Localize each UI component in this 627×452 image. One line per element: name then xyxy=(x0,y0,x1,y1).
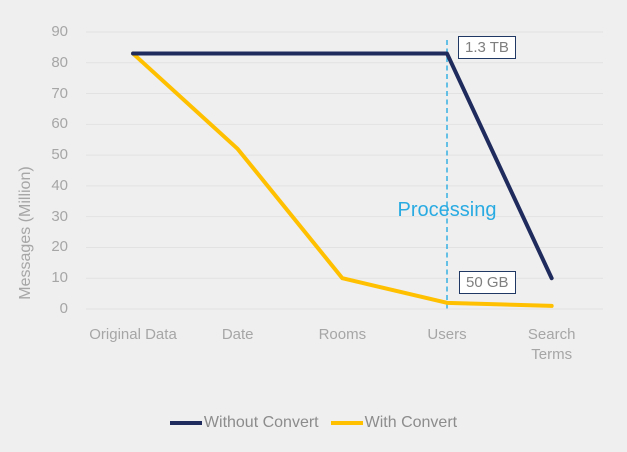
x-category-label: Original Data xyxy=(89,326,177,343)
series-line-with_convert xyxy=(131,51,554,308)
y-tick-label: 20 xyxy=(51,238,68,256)
x-category-label: Date xyxy=(221,326,254,343)
legend-label-without-convert: Without Convert xyxy=(203,414,319,431)
legend-swatch-without-convert-icon xyxy=(169,421,202,425)
processing-label: Processing xyxy=(397,199,497,221)
series-line-without_convert xyxy=(131,51,554,281)
y-tick-label: 30 xyxy=(51,207,68,225)
y-tick-label: 70 xyxy=(51,84,68,102)
legend-swatch-with-convert-icon xyxy=(330,421,363,425)
annotation-box-50-gb: 50 GB xyxy=(459,271,516,294)
y-tick-label: 50 xyxy=(51,146,68,164)
y-tick-label: 10 xyxy=(51,269,68,287)
annotation-box-1-3-tb: 1.3 TB xyxy=(458,36,516,59)
y-tick-label: 80 xyxy=(51,53,68,71)
y-tick-label: 40 xyxy=(51,176,68,194)
legend-label-with-convert: With Convert xyxy=(364,414,458,431)
legend: Without Convert With Convert xyxy=(0,414,627,432)
y-tick-label: 90 xyxy=(51,23,68,40)
legend-item-with-convert: With Convert xyxy=(330,414,458,432)
x-category-label: Search Terms xyxy=(527,326,576,363)
legend-item-without-convert: Without Convert xyxy=(169,414,319,432)
y-tick-label: 0 xyxy=(59,300,68,317)
y-tick-label: 60 xyxy=(51,115,68,133)
x-category-label: Rooms xyxy=(318,326,367,343)
x-category-label: Users xyxy=(427,326,467,343)
